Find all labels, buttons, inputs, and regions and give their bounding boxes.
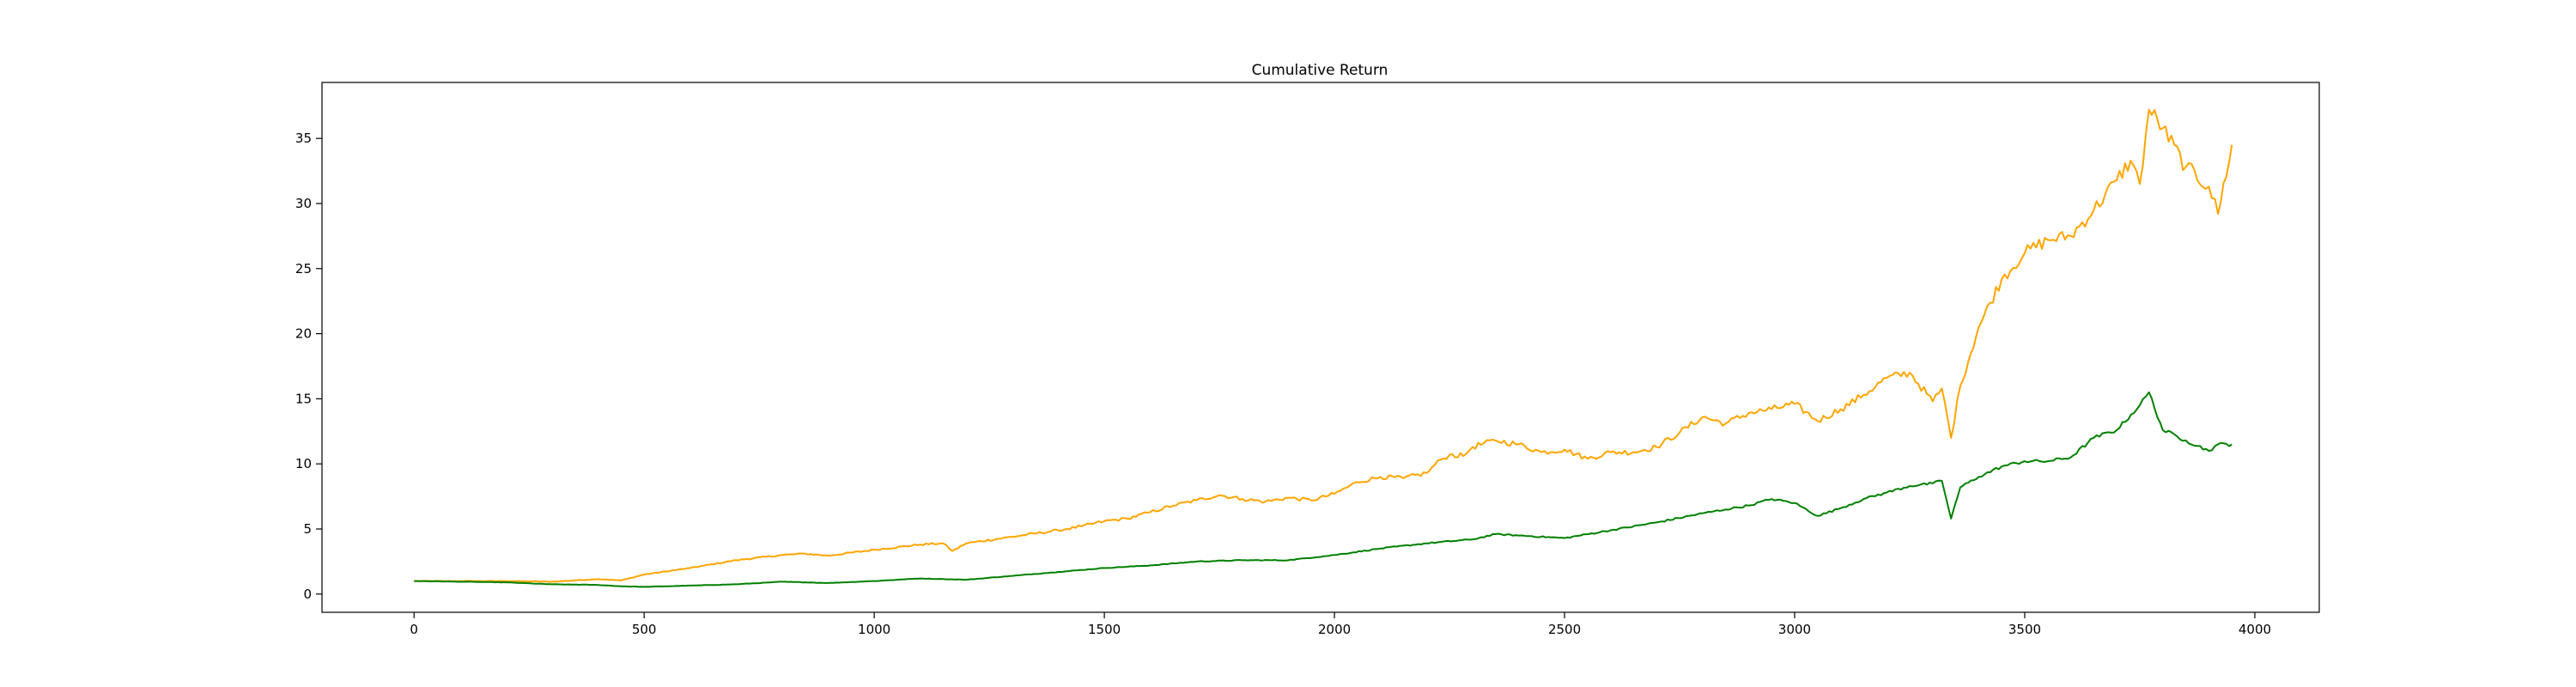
axes-layer: 0 500 1000 1500 2000 2500 3000 3500 4000 0 5 10 15 20… [295,131,2271,637]
x-tick-label-7: 3500 [2008,622,2041,637]
x-tick-label-1: 500 [632,622,657,637]
y-tick-label-7: 35 [295,131,312,146]
y-tick-label-3: 15 [295,391,312,406]
y-tick-label-6: 30 [295,196,312,211]
chart-title: Cumulative Return [1252,62,1388,79]
y-tick-label-5: 25 [295,261,312,277]
x-tick-label-0: 0 [410,622,418,637]
x-tick-label-5: 2500 [1548,622,1581,637]
x-tick-label-3: 1500 [1088,622,1121,637]
x-tick-label-6: 3000 [1778,622,1811,637]
y-tick-label-1: 5 [303,521,312,537]
series-line-1 [414,108,2233,583]
x-tick-label-8: 4000 [2239,622,2271,637]
plot-area-frame [321,82,2320,613]
series-layer [414,108,2233,588]
series-line-2 [414,391,2233,588]
y-tick-label-2: 10 [295,456,312,471]
y-tick-label-0: 0 [303,587,312,602]
y-tick-label-4: 20 [295,326,312,342]
x-tick-label-2: 1000 [858,622,890,637]
x-tick-label-4: 2000 [1318,622,1351,637]
